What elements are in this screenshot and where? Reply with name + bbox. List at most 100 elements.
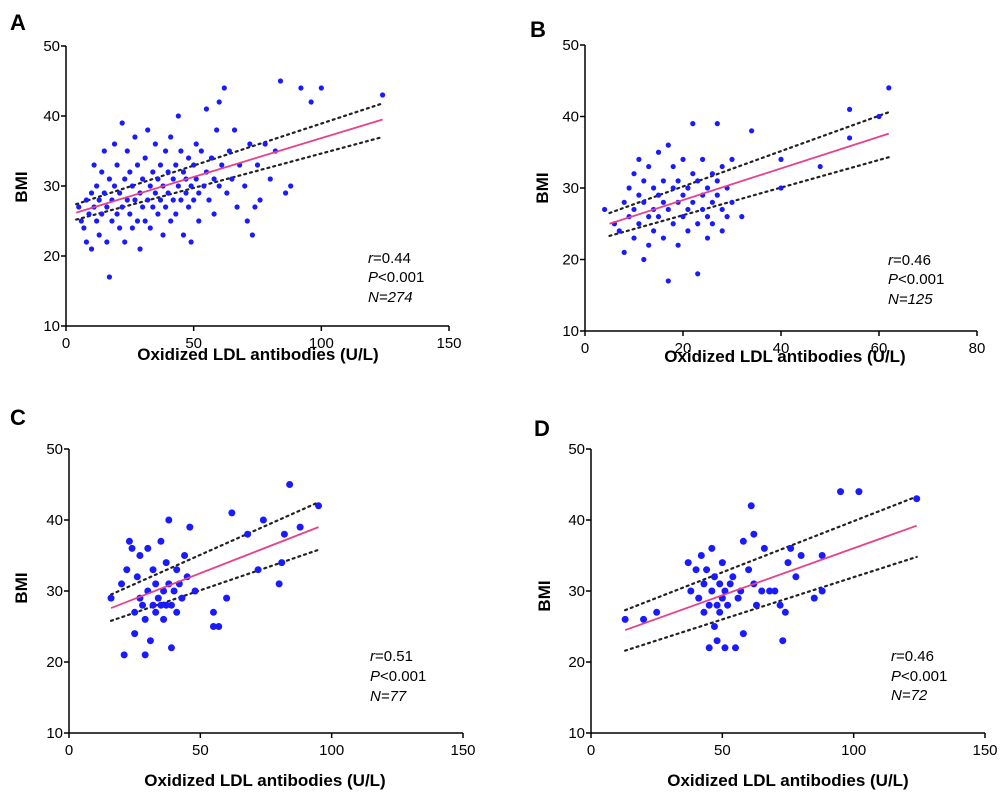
x-tick-label-b-4: 80 [969, 340, 986, 357]
y-tick-label-c-4: 50 [46, 441, 63, 458]
x-tick-label-c-1: 50 [192, 742, 209, 759]
data-point-d-3 [684, 559, 692, 567]
data-point-a-14 [99, 169, 105, 175]
y-tick-label-c-0: 10 [46, 725, 63, 742]
data-point-a-116 [254, 162, 261, 168]
data-point-b-10 [636, 192, 642, 198]
stat-p-a: P<0.001 [368, 269, 424, 286]
data-point-b-31 [670, 185, 676, 191]
x-tick-label-b-0: 0 [581, 340, 589, 357]
data-point-b-42 [685, 185, 691, 191]
data-point-c-5 [128, 544, 136, 552]
data-point-c-11 [139, 601, 147, 609]
stat-r-d: r=0.46 [891, 648, 934, 665]
panel-a: A BMI Oxidized LDL antibodies (U/L) r=0.… [10, 10, 462, 364]
data-point-c-39 [186, 523, 194, 531]
data-point-c-21 [154, 594, 162, 602]
data-point-c-8 [133, 573, 141, 581]
data-point-b-76 [886, 85, 892, 91]
data-point-a-5 [86, 211, 92, 217]
data-point-a-4 [83, 239, 90, 245]
data-point-d-47 [792, 573, 800, 581]
data-point-a-40 [132, 197, 138, 203]
fit-line-d [624, 524, 918, 631]
data-point-b-52 [704, 214, 711, 220]
data-point-a-74 [175, 183, 181, 189]
data-point-a-28 [117, 190, 123, 196]
data-point-a-103 [219, 162, 225, 168]
data-point-a-78 [180, 169, 187, 175]
data-point-b-7 [631, 171, 637, 177]
data-point-b-54 [704, 235, 711, 241]
data-point-b-56 [709, 171, 716, 177]
ci-lower-line-d [624, 555, 918, 652]
y-tick-label-b-0: 10 [562, 323, 579, 340]
y-tick-label-a-1: 20 [43, 248, 60, 265]
data-point-b-22 [655, 192, 662, 198]
data-point-a-122 [282, 190, 289, 196]
y-tick-label-a-2: 30 [43, 178, 60, 195]
x-tick-label-d-2: 100 [841, 742, 866, 759]
data-point-d-41 [771, 587, 779, 595]
data-point-d-46 [787, 544, 795, 552]
ci-upper-line-d [624, 495, 918, 612]
data-point-a-73 [173, 211, 179, 217]
ci-lower-line-a [75, 135, 384, 221]
data-point-a-6 [88, 190, 95, 196]
data-point-b-36 [675, 178, 681, 184]
data-point-a-55 [150, 204, 156, 210]
data-point-a-2 [81, 225, 87, 231]
stat-p-b: P<0.001 [888, 271, 944, 288]
data-point-a-119 [267, 176, 273, 182]
data-point-d-53 [855, 488, 863, 496]
y-tick-label-b-2: 30 [562, 180, 579, 197]
data-point-a-61 [157, 162, 164, 168]
data-point-b-51 [700, 156, 706, 162]
data-point-b-48 [695, 178, 701, 184]
data-point-b-44 [690, 121, 696, 127]
data-point-a-79 [180, 232, 187, 238]
data-point-a-100 [214, 127, 220, 133]
data-point-a-53 [147, 225, 153, 231]
data-point-a-30 [119, 204, 125, 210]
data-point-a-87 [191, 197, 197, 203]
data-point-c-25 [160, 615, 168, 623]
data-point-a-108 [231, 127, 238, 133]
data-point-a-21 [106, 274, 113, 280]
data-point-c-40 [191, 587, 199, 595]
stat-n-c: N=77 [370, 688, 407, 705]
x-tick-label-c-3: 150 [450, 742, 475, 759]
data-point-b-47 [695, 271, 701, 277]
data-point-a-63 [160, 232, 166, 238]
data-point-a-112 [244, 218, 250, 224]
data-point-a-109 [234, 204, 240, 210]
data-point-b-55 [709, 199, 716, 205]
x-tick-label-a-2: 100 [309, 335, 334, 352]
data-point-d-37 [752, 601, 760, 609]
x-axis-label-c: Oxidized LDL antibodies (U/L) [144, 771, 385, 790]
data-point-d-9 [700, 608, 708, 616]
data-point-a-27 [114, 162, 120, 168]
data-point-b-11 [636, 156, 642, 162]
data-point-b-18 [646, 242, 652, 248]
data-point-a-36 [127, 211, 133, 217]
data-point-d-11 [705, 644, 713, 652]
data-point-b-37 [680, 192, 686, 198]
data-point-a-26 [114, 211, 120, 217]
y-tick-label-c-1: 20 [46, 654, 63, 671]
data-point-a-17 [101, 148, 107, 154]
data-point-a-50 [145, 197, 151, 203]
data-point-b-62 [719, 163, 725, 170]
data-point-d-23 [721, 644, 729, 652]
data-point-d-12 [705, 601, 713, 609]
data-point-a-125 [308, 99, 314, 105]
x-tick-label-d-0: 0 [587, 742, 595, 759]
x-tick-label-d-1: 50 [714, 742, 731, 759]
data-point-a-37 [127, 169, 133, 175]
data-point-a-97 [208, 155, 215, 161]
x-tick-label-c-2: 100 [319, 742, 344, 759]
data-point-d-8 [700, 580, 708, 588]
data-point-d-43 [779, 637, 787, 645]
data-point-b-39 [680, 156, 686, 162]
ci-upper-line-a [75, 102, 384, 206]
